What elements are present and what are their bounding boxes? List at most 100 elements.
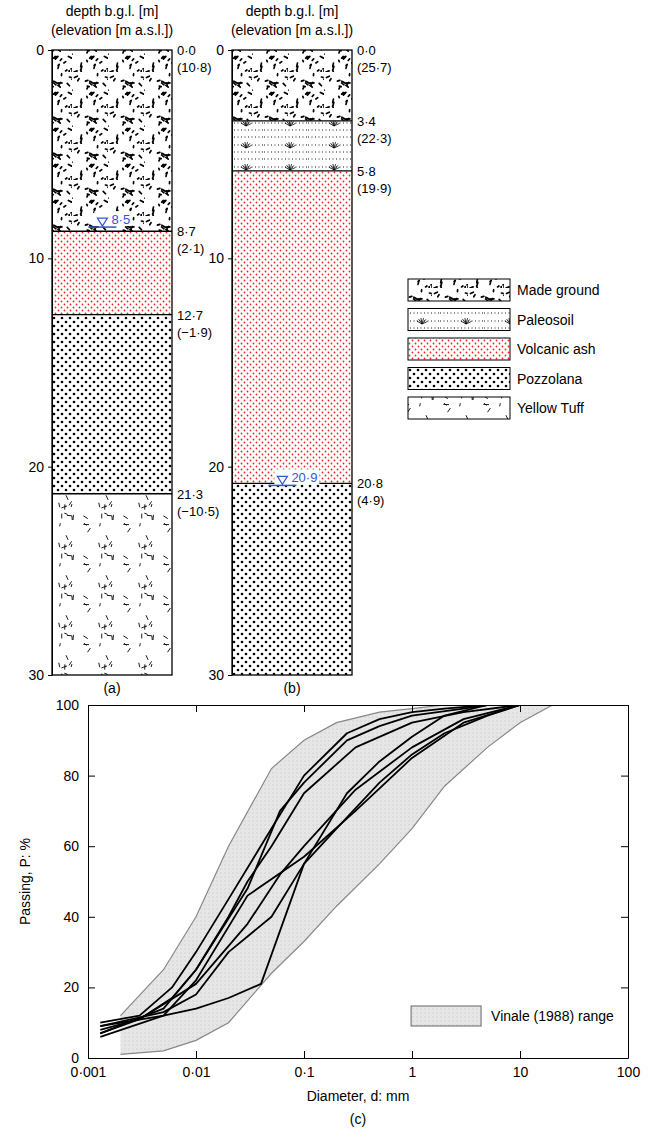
tick-mark xyxy=(88,1058,95,1059)
tick-mark xyxy=(228,675,232,676)
legend-patch xyxy=(407,1002,618,1030)
grain-size-chart: 0·0010·010·1110100020406080100Diameter, … xyxy=(17,697,640,1127)
tick-label: 0 xyxy=(216,42,224,58)
tick-label: 20 xyxy=(208,459,224,475)
tick: 30 xyxy=(208,667,232,683)
layer-boundary xyxy=(232,120,352,121)
tick-label: 100 xyxy=(56,697,80,713)
tick-mark xyxy=(621,846,628,847)
tick xyxy=(520,705,521,712)
legend-label: Pozzolana xyxy=(517,371,583,387)
log-frame xyxy=(52,50,172,675)
tick-mark xyxy=(621,705,628,706)
tick-mark xyxy=(621,1058,628,1059)
tick-label: 10 xyxy=(28,250,44,266)
tick: 0 xyxy=(36,42,52,58)
layer-boundary xyxy=(52,493,172,494)
axis-line xyxy=(89,1058,629,1059)
legend-label: Vinale (1988) range xyxy=(491,1008,614,1024)
tick xyxy=(412,705,413,712)
layer xyxy=(52,231,172,314)
log-frame xyxy=(232,50,352,675)
tick: 0 xyxy=(71,1050,95,1066)
tick: 20 xyxy=(28,459,52,475)
tick-label: 1 xyxy=(409,1064,417,1080)
grading-curve xyxy=(100,705,520,1033)
tick: 1 xyxy=(409,1051,417,1080)
elevation-label: (25·7) xyxy=(357,60,392,75)
tick-mark xyxy=(621,776,628,777)
axis-line xyxy=(88,706,89,1059)
tick-mark xyxy=(88,987,95,988)
grading-curve xyxy=(100,705,487,1030)
depth-label: 12·7 xyxy=(177,308,203,323)
layer xyxy=(232,50,352,121)
layer-boundary xyxy=(52,314,172,315)
panel-label: (a) xyxy=(103,680,120,696)
tick: 20 xyxy=(63,979,95,995)
layer xyxy=(52,50,172,231)
elevation-label: (−10·5) xyxy=(177,504,219,519)
depth-label: 20·8 xyxy=(357,476,383,491)
tick: 10 xyxy=(513,1051,529,1080)
legend-label: Paleosoil xyxy=(517,312,574,328)
tick-label: 0·001 xyxy=(71,1064,107,1080)
layer xyxy=(52,494,172,675)
grading-curve xyxy=(100,705,520,1037)
layer xyxy=(52,315,172,494)
tick xyxy=(304,705,305,712)
tick-mark xyxy=(88,705,95,706)
label-patch xyxy=(274,469,319,484)
layer xyxy=(232,483,352,675)
tick-mark xyxy=(228,467,232,468)
tick-mark xyxy=(48,50,52,51)
tick-label: 0 xyxy=(36,42,44,58)
log-header: depth b.g.l. [m] xyxy=(66,3,159,19)
panel-label: (c) xyxy=(350,1111,366,1127)
depth-label: 21·3 xyxy=(177,487,203,502)
tick xyxy=(621,776,628,777)
tick: 30 xyxy=(28,667,52,683)
tick-mark xyxy=(88,917,95,918)
legend-label: Volcanic ash xyxy=(517,341,596,357)
tick-mark xyxy=(304,705,305,712)
x-axis-title: Diameter, d: mm xyxy=(307,1088,410,1104)
tick-label: 80 xyxy=(63,768,79,784)
log-header: depth b.g.l. [m] xyxy=(246,3,339,19)
tick xyxy=(196,705,197,712)
tick xyxy=(621,917,628,918)
depth-label: 0·0 xyxy=(357,43,376,58)
y-axis-right xyxy=(621,706,629,1059)
water-table-label: 8·5 xyxy=(111,212,130,227)
water-table: 8·5 xyxy=(88,211,132,227)
tick-label: 0·1 xyxy=(294,1064,314,1080)
layer xyxy=(232,121,352,171)
tick-label: 60 xyxy=(63,838,79,854)
depth-axis: 0 10 20 30 xyxy=(208,42,232,683)
tick-mark xyxy=(228,50,232,51)
tick-label: 0·01 xyxy=(182,1064,210,1080)
layer-boundary xyxy=(52,231,172,232)
tick-label: 30 xyxy=(28,667,44,683)
figure: depth b.g.l. [m](elevation [m a.s.l.])0·… xyxy=(0,0,649,1137)
depth-label: 0·0 xyxy=(177,43,196,58)
y-axis-title: Passing, P: % xyxy=(17,838,33,925)
panel-label: (b) xyxy=(283,680,300,696)
tick-label: 100 xyxy=(617,1064,641,1080)
legend-swatch xyxy=(408,397,510,419)
tick-label: 0 xyxy=(71,1050,79,1066)
tick xyxy=(621,705,628,706)
tick: 20 xyxy=(208,459,232,475)
tick-mark xyxy=(196,705,197,712)
tick: 0·1 xyxy=(294,1051,314,1080)
borehole-log: depth b.g.l. [m](elevation [m a.s.l.])0·… xyxy=(208,3,391,696)
tick-mark xyxy=(228,258,232,259)
tick xyxy=(621,987,628,988)
legend-swatch xyxy=(408,368,510,390)
tick: 80 xyxy=(63,768,95,784)
elevation-label: (−1·9) xyxy=(177,325,212,340)
tick-mark xyxy=(621,987,628,988)
tick: 10 xyxy=(208,250,232,266)
tick-mark xyxy=(196,1051,197,1058)
x-axis: 0·001 0·01 0·1 1 10 100 xyxy=(71,1051,641,1080)
